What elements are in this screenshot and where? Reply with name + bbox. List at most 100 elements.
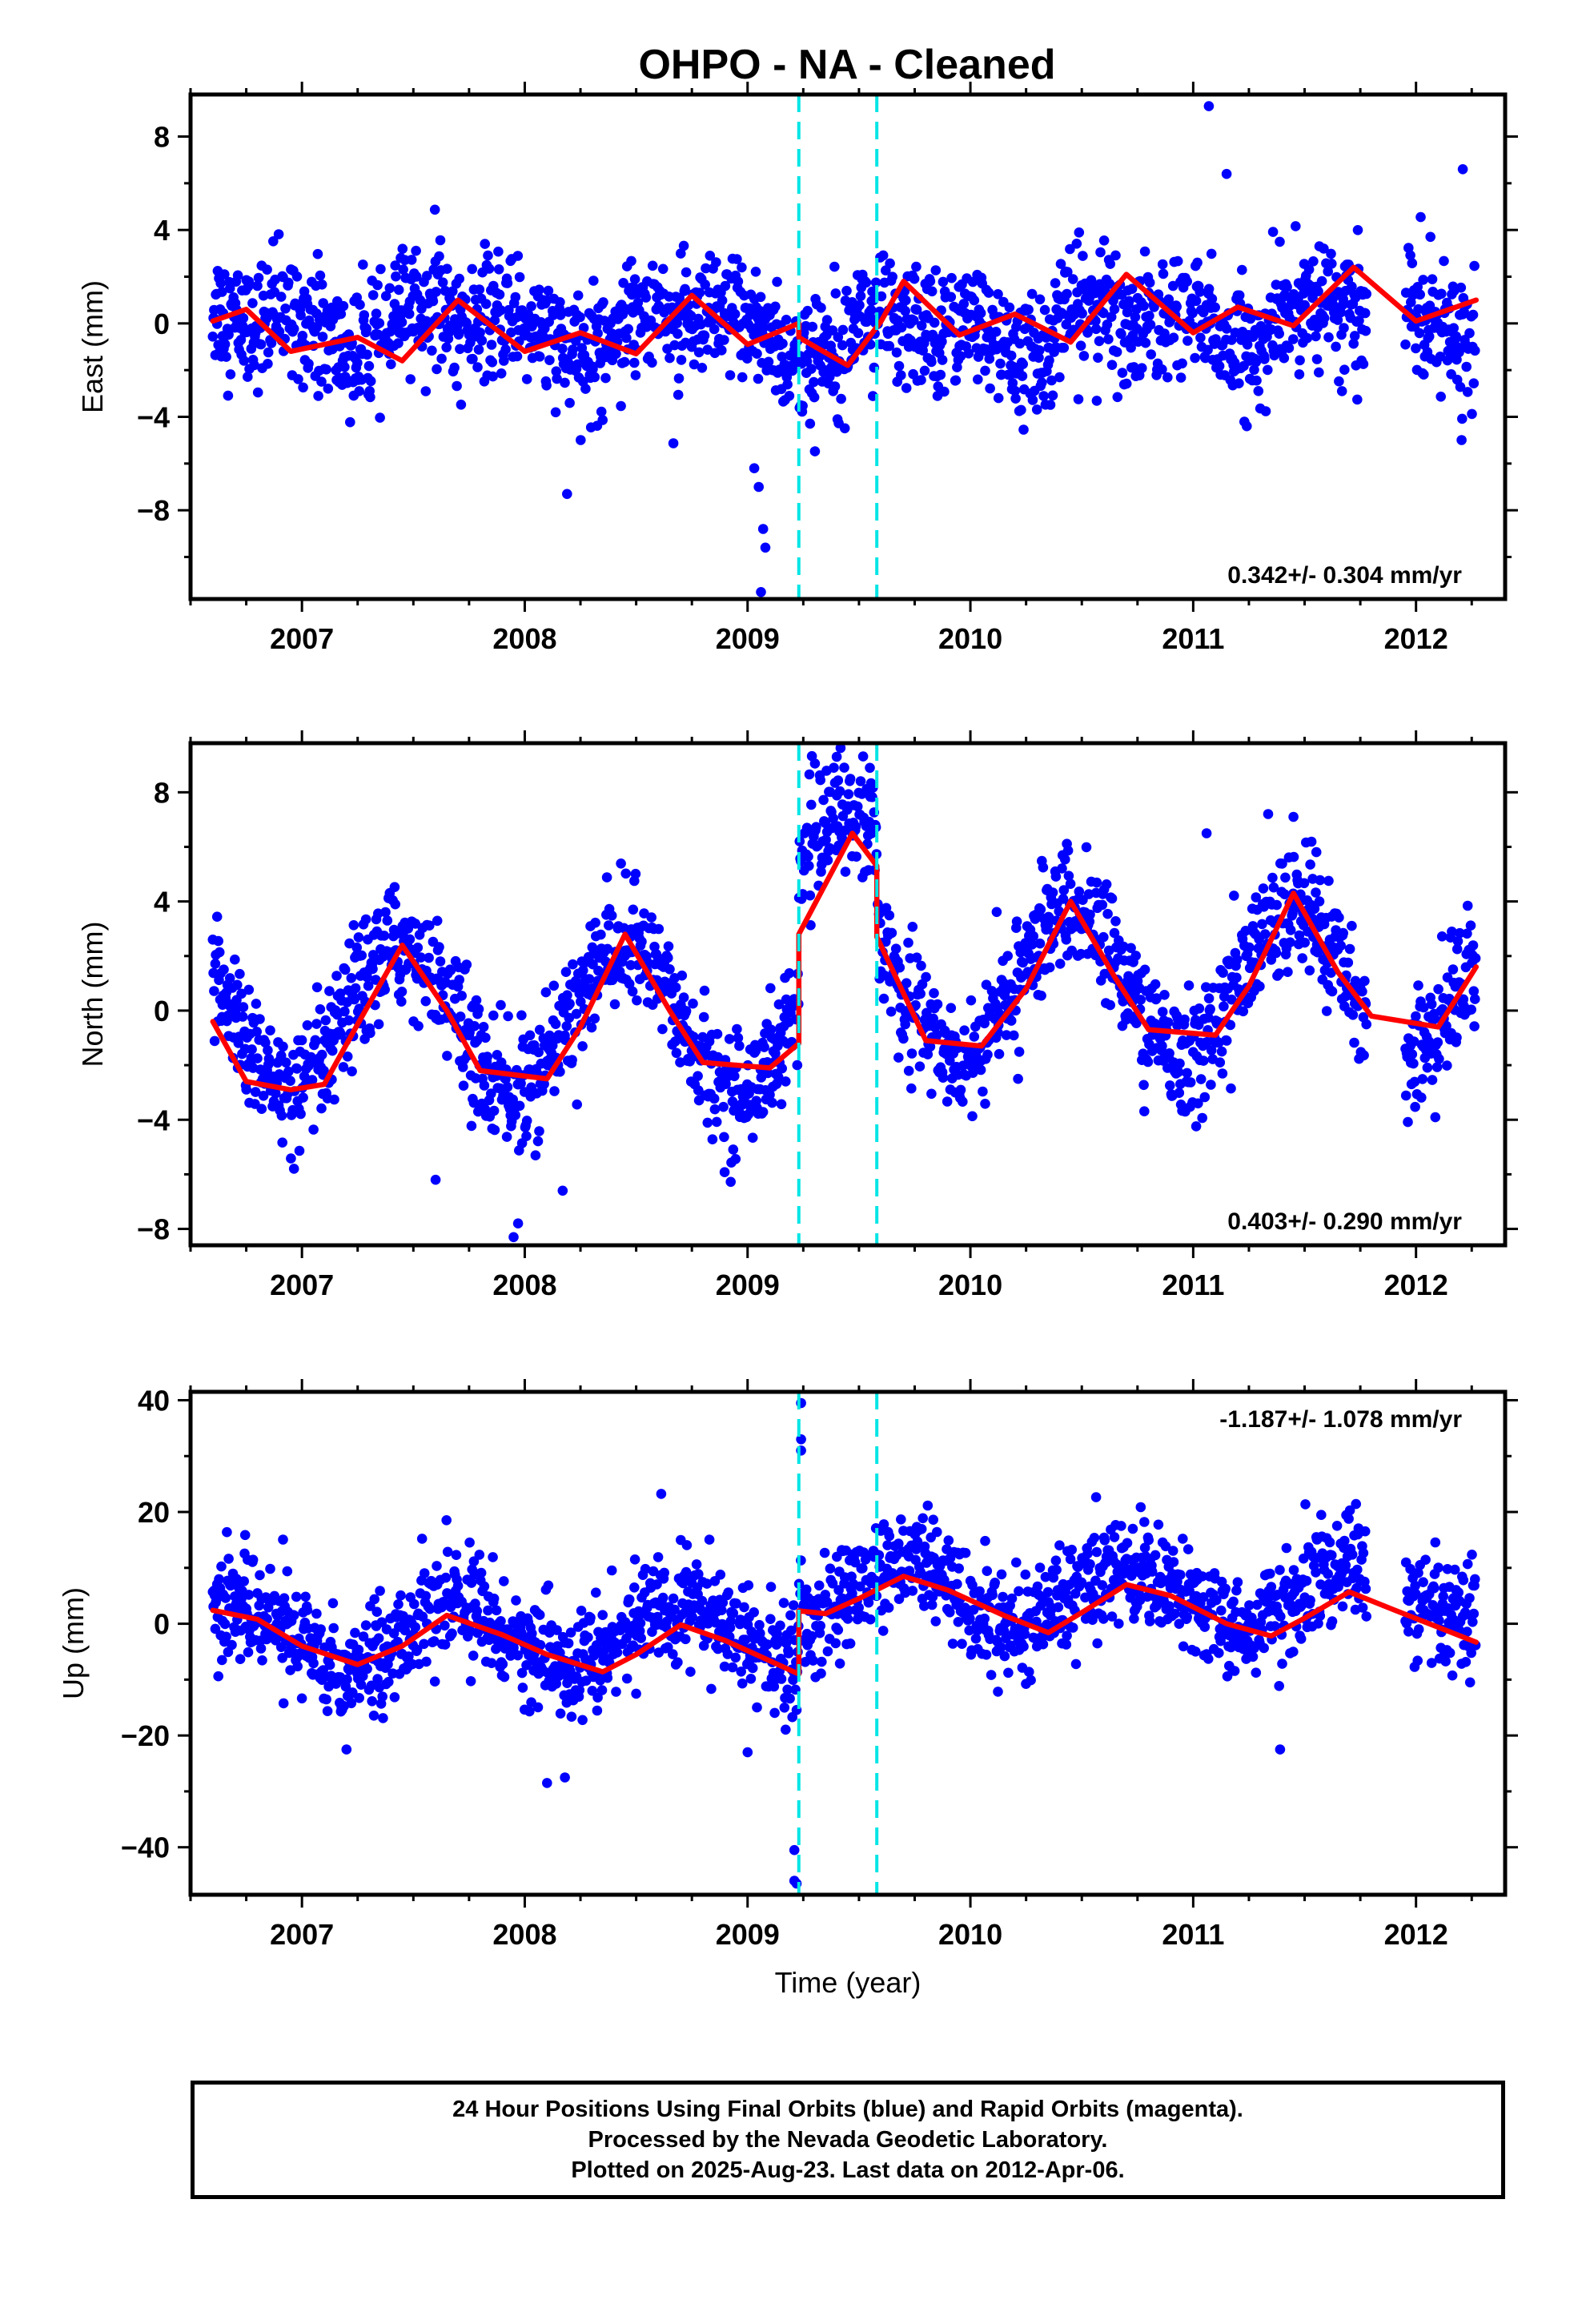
east-point (729, 308, 741, 320)
east-point (829, 261, 840, 272)
north-point (835, 743, 846, 754)
north-point (857, 751, 869, 762)
east-point (453, 329, 464, 340)
east-point (955, 351, 966, 362)
east-point (541, 380, 552, 391)
north-point (958, 1096, 968, 1107)
up-point (669, 1604, 680, 1615)
east-point (1279, 352, 1290, 364)
north-point (734, 1040, 745, 1051)
up-point (943, 1535, 954, 1546)
east-outlier-point (757, 524, 769, 534)
east-point (632, 297, 644, 308)
north-point (350, 983, 361, 994)
east-point (1415, 211, 1426, 223)
east-point (1468, 378, 1480, 389)
north-point (1199, 1092, 1211, 1103)
north-point (865, 762, 875, 774)
east-xtick-label: 2009 (716, 622, 780, 655)
east-point (1456, 435, 1467, 445)
east-point (484, 263, 495, 274)
up-point (970, 1633, 982, 1644)
north-point (1347, 1010, 1359, 1020)
north-point (516, 1010, 527, 1021)
east-point (221, 352, 231, 362)
north-point (1217, 1068, 1228, 1079)
east-point (575, 312, 585, 323)
east-point (1058, 343, 1070, 353)
north-point (729, 1071, 740, 1082)
north-point (1151, 993, 1162, 1003)
north-point (811, 822, 821, 832)
east-point (551, 366, 562, 377)
east-point (673, 328, 683, 340)
east-point (901, 295, 911, 306)
up-point (928, 1514, 938, 1525)
north-point (1206, 1045, 1217, 1055)
east-point (1259, 354, 1270, 364)
north-point (1416, 1092, 1427, 1103)
north-point (839, 762, 849, 773)
north-point (921, 971, 931, 983)
north-point (625, 959, 636, 971)
north-point (804, 769, 815, 780)
up-point (328, 1622, 339, 1634)
east-point (390, 260, 401, 271)
north-point (1271, 947, 1282, 959)
north-point (1285, 925, 1296, 935)
north-point (468, 1097, 480, 1108)
east-point (1455, 381, 1466, 392)
north-point (898, 1033, 909, 1044)
north-point (251, 1027, 263, 1037)
east-point (1242, 340, 1253, 350)
east-outlier-point (1457, 164, 1468, 175)
north-point (906, 1083, 917, 1094)
up-point (377, 1691, 388, 1702)
up-point (980, 1535, 990, 1546)
up-point (288, 1610, 299, 1621)
north-outlier-point (557, 1185, 568, 1196)
east-point (422, 271, 432, 281)
north-point (379, 931, 390, 941)
north-point (339, 964, 351, 975)
east-point (588, 275, 599, 286)
north-point (781, 1076, 791, 1087)
north-point (356, 950, 367, 961)
east-point (1090, 324, 1102, 335)
east-point (493, 264, 504, 275)
east-point (1467, 408, 1477, 420)
east-point (1423, 331, 1435, 342)
north-point (432, 915, 443, 927)
up-point (825, 1563, 836, 1574)
east-point (911, 304, 922, 316)
north-point (277, 1137, 288, 1148)
north-xtick-label: 2011 (1162, 1269, 1224, 1301)
north-point (390, 899, 401, 910)
up-point (1018, 1641, 1029, 1652)
up-point (367, 1696, 378, 1707)
up-point (225, 1580, 236, 1591)
east-point (557, 344, 568, 354)
up-point (565, 1627, 576, 1638)
north-point (571, 1008, 582, 1019)
up-point (324, 1659, 335, 1671)
east-point (916, 375, 926, 385)
up-point (827, 1578, 838, 1589)
north-point (671, 1047, 682, 1059)
up-point (432, 1561, 442, 1571)
east-point (1354, 316, 1364, 326)
up-point (659, 1567, 669, 1578)
north-point (1054, 959, 1066, 969)
east-point (371, 308, 382, 320)
north-point (1299, 878, 1310, 889)
north-point (521, 1116, 532, 1126)
east-point (239, 356, 250, 366)
up-point (815, 1620, 825, 1631)
north-point (759, 1042, 769, 1052)
up-point (691, 1559, 702, 1570)
north-point (1194, 1003, 1205, 1014)
east-point (1326, 248, 1336, 259)
north-xtick-label: 2009 (716, 1269, 780, 1301)
east-point (1103, 334, 1114, 344)
east-point (1352, 225, 1363, 235)
